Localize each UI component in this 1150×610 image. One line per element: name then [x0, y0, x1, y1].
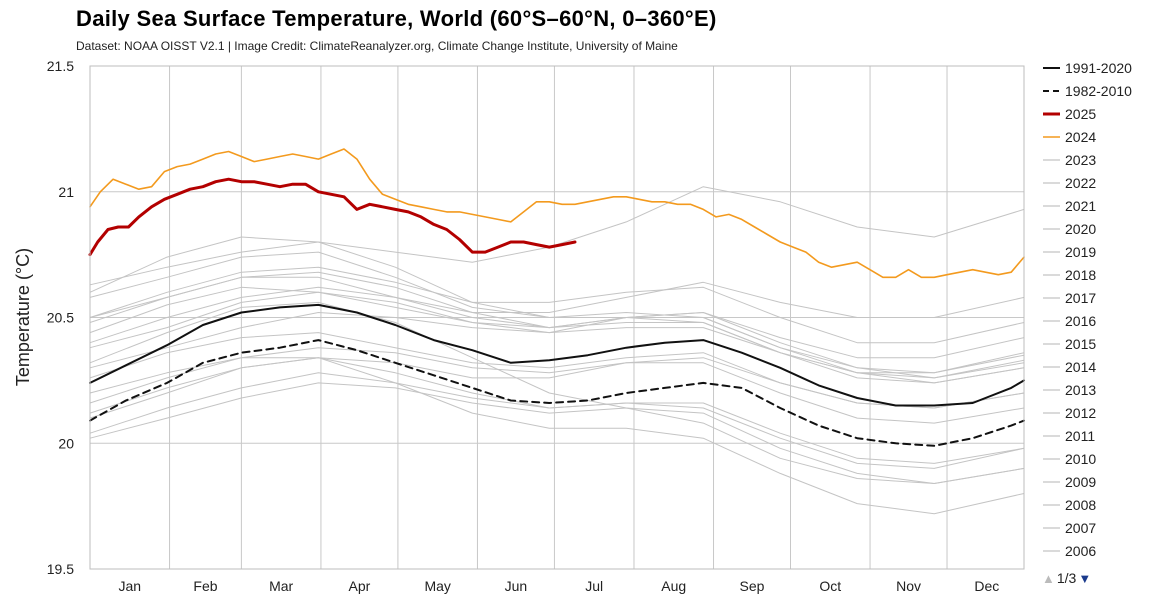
y-axis-ticks: 21.5 21 20.5 20 19.5 [47, 58, 74, 577]
legend-label-2012[interactable]: 2012 [1065, 405, 1096, 421]
legend-label-2025[interactable]: 2025 [1065, 106, 1096, 122]
legend-label-2018[interactable]: 2018 [1065, 267, 1096, 283]
legend-label-2006[interactable]: 2006 [1065, 543, 1096, 559]
y-tick-label: 20 [58, 435, 74, 451]
series-line-2014 [89, 312, 1025, 369]
series-line-2025 [88, 177, 577, 257]
legend-label-2020[interactable]: 2020 [1065, 221, 1096, 237]
legend-label-2016[interactable]: 2016 [1065, 313, 1096, 329]
series-line-1982-2010 [89, 339, 1025, 447]
series-line-2024 [89, 148, 1025, 279]
series-line-2010 [89, 301, 1025, 484]
x-tick-label: Jun [505, 578, 528, 594]
y-tick-label: 20.5 [47, 310, 74, 326]
legend-label-2019[interactable]: 2019 [1065, 244, 1096, 260]
legend-label-2007[interactable]: 2007 [1065, 520, 1096, 536]
series-line-1991-2020 [89, 303, 1025, 407]
pager-text: 1/3 [1056, 570, 1077, 586]
x-tick-label: Aug [661, 578, 686, 594]
series-line-2016 [89, 236, 1025, 384]
legend-label-2021[interactable]: 2021 [1065, 198, 1096, 214]
y-axis-title: Temperature (°C) [13, 248, 33, 386]
chart-subtitle: Dataset: NOAA OISST V2.1 | Image Credit:… [76, 39, 678, 53]
x-tick-label: Jan [118, 578, 141, 594]
series-lines [88, 148, 1025, 515]
triangle-up-icon[interactable]: ▲ [1042, 570, 1055, 586]
x-tick-label: May [424, 578, 450, 594]
legend-label-2022[interactable]: 2022 [1065, 175, 1096, 191]
legend-label-2015[interactable]: 2015 [1065, 336, 1096, 352]
chart-title: Daily Sea Surface Temperature, World (60… [76, 6, 717, 31]
x-tick-label: Nov [896, 578, 921, 594]
x-tick-label: Apr [349, 578, 371, 594]
legend-pager: ▲ 1/3 ▼ [1042, 570, 1091, 586]
series-line-2019 [89, 266, 1025, 344]
series-line-2009 [89, 357, 1025, 419]
legend-label-2014[interactable]: 2014 [1065, 359, 1096, 375]
x-tick-label: Dec [974, 578, 999, 594]
triangle-down-icon[interactable]: ▼ [1078, 570, 1092, 586]
legend-label-2011[interactable]: 2011 [1065, 428, 1095, 444]
x-tick-label: Jul [585, 578, 603, 594]
legend-label-2023[interactable]: 2023 [1065, 152, 1096, 168]
legend-label-2009[interactable]: 2009 [1065, 474, 1096, 490]
plot-frame [89, 65, 1025, 570]
y-tick-label: 21 [58, 184, 74, 200]
legend-label-2013[interactable]: 2013 [1065, 382, 1096, 398]
x-tick-label: Mar [269, 578, 293, 594]
legend: 1991-2020 1982-2010 2025 2024 2023 2022 2021 20… [1043, 60, 1132, 559]
series-line-2023 [89, 186, 1025, 286]
legend-label-2024[interactable]: 2024 [1065, 129, 1096, 145]
series-line-2017 [89, 271, 1025, 384]
legend-label-1991-2020[interactable]: 1991-2020 [1065, 60, 1132, 76]
legend-label-1982-2010[interactable]: 1982-2010 [1065, 83, 1132, 99]
x-axis-month-labels: Jan Feb Mar Apr May Jun Jul Aug Sep Oct Nov Dec [118, 578, 999, 594]
series-line-2015 [89, 281, 1025, 344]
series-line-2011 [89, 357, 1025, 464]
legend-label-2017[interactable]: 2017 [1065, 290, 1096, 306]
legend-label-2010[interactable]: 2010 [1065, 451, 1096, 467]
series-line-2007 [89, 357, 1025, 515]
series-line-2008 [89, 382, 1025, 484]
legend-label-2008[interactable]: 2008 [1065, 497, 1096, 513]
x-tick-label: Feb [193, 578, 217, 594]
y-tick-label: 21.5 [47, 58, 74, 74]
series-line-2006 [89, 372, 1025, 469]
x-tick-label: Sep [740, 578, 765, 594]
y-tick-label: 19.5 [47, 561, 74, 577]
series-line-2013 [89, 332, 1025, 409]
x-tick-label: Oct [819, 578, 841, 594]
